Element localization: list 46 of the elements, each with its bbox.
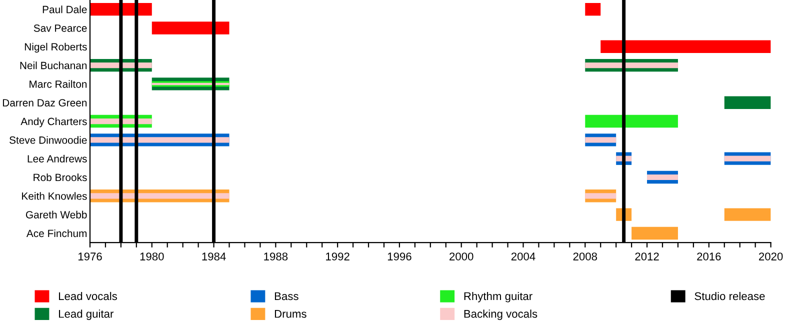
x-tick-label: 1980 <box>140 252 164 260</box>
x-tick-label: 2004 <box>511 252 536 260</box>
x-tick-label: 1988 <box>264 252 288 260</box>
bar <box>724 208 771 221</box>
x-tick-label: 2016 <box>697 252 721 260</box>
bar <box>585 137 616 143</box>
bar <box>585 193 616 199</box>
legend-label: Backing vocals <box>464 310 538 320</box>
bar <box>724 96 771 109</box>
x-tick-label: 2000 <box>450 252 474 260</box>
x-tick-label: 2008 <box>573 252 598 260</box>
legend-label: Bass <box>274 292 298 300</box>
bar <box>152 22 230 34</box>
y-tick-label: Marc Railton <box>30 80 87 88</box>
x-tick-label: 1984 <box>202 252 226 260</box>
bar <box>90 193 230 199</box>
bar <box>632 226 678 240</box>
x-tick-label: 2020 <box>759 252 783 260</box>
y-tick-label: Ace Finchum <box>26 229 87 238</box>
x-tick-label: 1992 <box>326 252 350 260</box>
x-tick-label: 1996 <box>388 252 412 260</box>
legend-label: Lead vocals <box>59 292 117 300</box>
y-tick-label: Darren Daz Green <box>2 99 87 106</box>
y-tick-label: Keith Knowles <box>22 192 87 200</box>
y-tick-label: Sav Pearce <box>34 24 87 32</box>
y-tick-label: Steve Dinwoodie <box>10 136 87 144</box>
bar <box>724 156 771 162</box>
bar <box>585 2 601 16</box>
y-tick-label: Neil Buchanan <box>20 62 87 70</box>
legend-label: Studio release <box>694 292 765 300</box>
y-tick-label: Rob Brooks <box>34 173 87 182</box>
legend-label: Lead guitar <box>59 310 114 320</box>
x-tick-label: 1976 <box>78 252 102 260</box>
x-tick-label: 2012 <box>635 252 659 260</box>
bar <box>585 62 678 68</box>
y-tick-label: Andy Charters <box>20 118 87 128</box>
y-tick-label: Lee Andrews <box>28 154 87 162</box>
bar <box>647 174 678 180</box>
y-tick-label: Gareth Webb <box>26 210 87 218</box>
bar <box>585 114 678 128</box>
bar <box>600 40 771 53</box>
bar <box>90 137 230 143</box>
y-tick-label: Nigel Roberts <box>24 42 87 53</box>
y-tick-label: Paul Dale <box>42 6 87 14</box>
legend-label: Drums <box>274 310 306 318</box>
legend-label: Rhythm guitar <box>464 292 532 302</box>
